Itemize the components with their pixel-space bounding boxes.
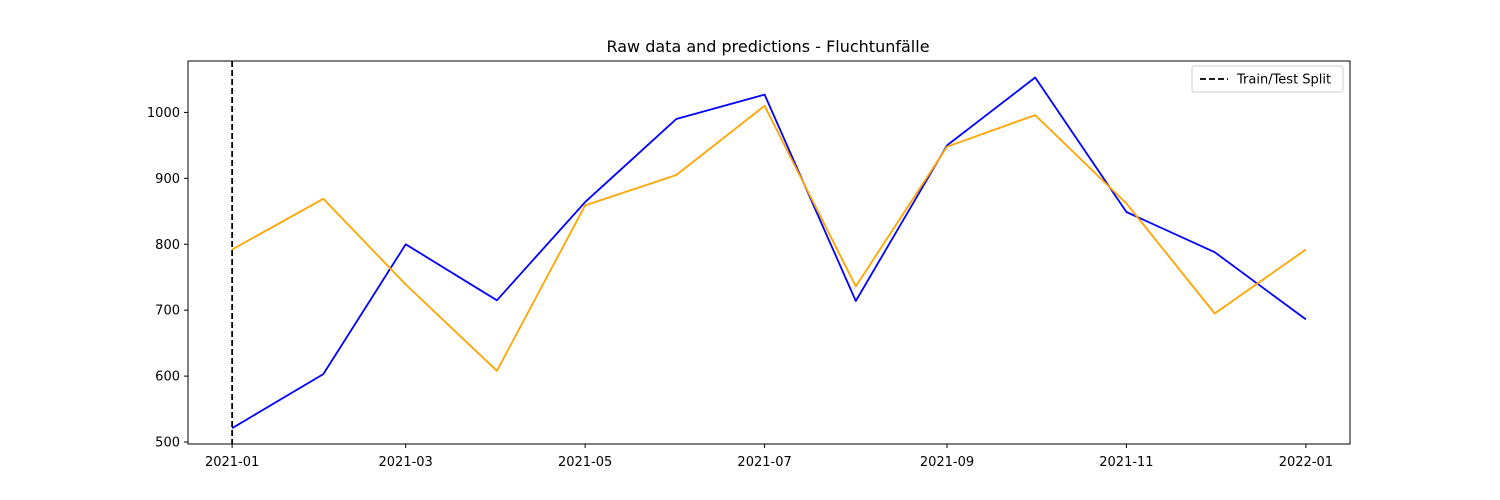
y-tick-label: 1000 — [147, 106, 180, 121]
legend-box — [1191, 65, 1344, 93]
y-tick-label: 900 — [155, 172, 180, 187]
legend: Train/Test Split — [1191, 65, 1344, 93]
x-tick-label: 2021-03 — [379, 455, 433, 470]
x-tick-label: 2021-09 — [920, 455, 974, 470]
y-tick-label: 500 — [155, 436, 180, 451]
axes-frame — [187, 60, 1351, 445]
chart-title: Raw data and predictions - Fluchtunfälle — [606, 37, 929, 56]
series-line-2 — [231, 104, 1307, 372]
x-tick-label: 2022-01 — [1279, 455, 1333, 470]
plot-area — [231, 61, 1307, 444]
x-tick-label: 2021-01 — [205, 455, 259, 470]
axes: 500 600 700 800 900 1000 2021-01 2021-03 2021-05… — [147, 60, 1351, 470]
legend-label-train-test-split: Train/Test Split — [1236, 73, 1331, 88]
series-line-1 — [231, 76, 1307, 429]
y-tick-label: 800 — [155, 238, 180, 253]
y-tick-label: 700 — [155, 304, 180, 319]
y-tick-label: 600 — [155, 370, 180, 385]
x-tick-label: 2021-05 — [558, 455, 612, 470]
x-tick-label: 2021-11 — [1099, 455, 1153, 470]
x-tick-label: 2021-07 — [737, 455, 791, 470]
